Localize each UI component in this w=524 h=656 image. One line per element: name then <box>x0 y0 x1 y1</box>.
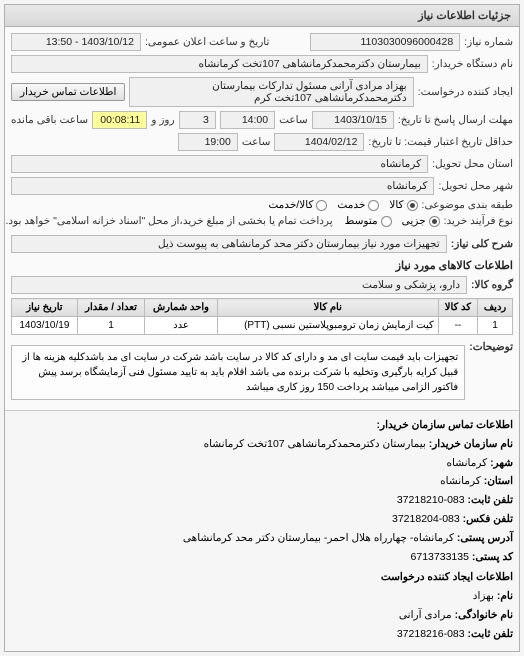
send-deadline-label: مهلت ارسال پاسخ تا تاریخ: <box>398 114 513 126</box>
radio-goods-service[interactable]: کالا/خدمت <box>268 199 327 211</box>
row-goods-group: گروه کالا: دارو، پزشکی و سلامت <box>11 276 513 294</box>
remaining-time: 00:08:11 <box>92 111 147 129</box>
row-description: توضیحات: تجهیزات باید قیمت سایت ای مد و … <box>11 341 513 400</box>
cell-qty: 1 <box>77 317 145 335</box>
contact-org: نام سازمان خریدار: بیمارستان دکترمحمدکرم… <box>11 436 513 453</box>
send-deadline-date: 1403/10/15 <box>312 111 394 129</box>
row-need-title: شرح کلی نیاز: تجهیزات مورد نیاز بیمارستا… <box>11 235 513 253</box>
col-unit: واحد شمارش <box>145 299 217 317</box>
price-validity-time-label: ساعت <box>242 136 271 148</box>
radio-dot-icon <box>381 216 392 227</box>
delivery-city-value: کرمانشاه <box>11 177 434 195</box>
radio-dot-icon <box>316 200 327 211</box>
row-send-deadline: مهلت ارسال پاسخ تا تاریخ: 1403/10/15 ساع… <box>11 111 513 129</box>
requester-title: اطلاعات ایجاد کننده درخواست <box>11 569 513 586</box>
contact-postal: کد پستی: 6713733135 <box>11 549 513 566</box>
process-radio-group: جزیی متوسط <box>345 215 440 227</box>
contact-phone: تلفن ثابت: 083-37218210 <box>11 492 513 509</box>
buyer-device-label: نام دستگاه خریدار: <box>432 58 513 70</box>
panel-title: جزئیات اطلاعات نیاز <box>5 5 519 27</box>
col-code: کد کالا <box>438 299 477 317</box>
radio-dot-icon <box>368 200 379 211</box>
price-validity-time: 19:00 <box>178 133 238 151</box>
buyer-contact-button[interactable]: اطلاعات تماس خریدار <box>11 83 125 101</box>
col-row: ردیف <box>478 299 513 317</box>
col-qty: تعداد / مقدار <box>77 299 145 317</box>
announce-datetime-value: 1403/10/12 - 13:50 <box>11 33 141 51</box>
row-delivery-city: شهر محل تحویل: کرمانشاه <box>11 177 513 195</box>
announce-datetime-label: تاریخ و ساعت اعلان عمومی: <box>145 36 269 48</box>
delivery-city-label: شهر محل تحویل: <box>438 180 513 192</box>
desc-label: توضیحات: <box>469 341 513 353</box>
subject-class-label: طبقه بندی موضوعی: <box>422 199 513 211</box>
cell-name: کیت ازمایش زمان ترومبوپلاستین نسبی (PTT) <box>217 317 438 335</box>
requester-name: نام: بهزاد <box>11 588 513 605</box>
price-validity-date: 1404/02/12 <box>274 133 364 151</box>
contact-fax: تلفن فکس: 083-37218204 <box>11 511 513 528</box>
row-process-type: نوع فرآیند خرید: جزیی متوسط پرداخت تمام … <box>11 215 513 227</box>
process-note: پرداخت تمام یا بخشی از مبلغ خرید،از محل … <box>5 215 332 227</box>
radio-service[interactable]: خدمت <box>337 199 379 211</box>
contact-province: استان: کرمانشاه <box>11 473 513 490</box>
need-number-label: شماره نیاز: <box>464 36 513 48</box>
items-table: ردیف کد کالا نام کالا واحد شمارش تعداد /… <box>11 298 513 335</box>
goods-group-label: گروه کالا: <box>471 279 513 291</box>
items-section-title: اطلاعات کالاهای مورد نیاز <box>11 259 513 272</box>
requester-family: نام خانوادگی: مرادی آرانی <box>11 607 513 624</box>
cell-code: -- <box>438 317 477 335</box>
col-date: تاریخ نیاز <box>12 299 78 317</box>
contact-address: آدرس پستی: کرمانشاه- چهارراه هلال احمر- … <box>11 530 513 547</box>
cell-unit: عدد <box>145 317 217 335</box>
need-title-label: شرح کلی نیاز: <box>451 238 513 250</box>
delivery-province-value: کرمانشاه <box>11 155 428 173</box>
send-deadline-time-label: ساعت <box>279 114 308 126</box>
radio-partial[interactable]: متوسط <box>345 215 392 227</box>
row-subject-class: طبقه بندی موضوعی: کالا خدمت کالا/خدمت <box>11 199 513 211</box>
radio-dot-icon <box>407 200 418 211</box>
requester-phone: تلفن ثابت: 083-37218216 <box>11 626 513 643</box>
request-creator-value: بهزاد مرادی آرانی مسئول تدارکات بیمارستا… <box>129 77 413 107</box>
need-title-value: تجهیزات مورد نیاز بیمارستان دکتر محد کرم… <box>11 235 447 253</box>
goods-group-value: دارو، پزشکی و سلامت <box>11 276 467 294</box>
days-remaining: 3 <box>179 111 216 129</box>
need-number-value: 1103030096000428 <box>310 33 460 51</box>
contact-city: شهر: کرمانشاه <box>11 455 513 472</box>
send-deadline-time: 14:00 <box>220 111 275 129</box>
contact-section: اطلاعات تماس سازمان خریدار: نام سازمان خ… <box>5 410 519 651</box>
col-name: نام کالا <box>217 299 438 317</box>
remaining-label: ساعت باقی مانده <box>11 114 88 126</box>
radio-goods[interactable]: کالا <box>389 199 417 211</box>
contact-title: اطلاعات تماس سازمان خریدار: <box>11 417 513 434</box>
request-creator-label: ایجاد کننده درخواست: <box>418 86 513 98</box>
radio-jz[interactable]: جزیی <box>402 215 440 227</box>
table-header-row: ردیف کد کالا نام کالا واحد شمارش تعداد /… <box>12 299 513 317</box>
radio-dot-icon <box>429 216 440 227</box>
row-price-validity: حداقل تاریخ اعتبار قیمت: تا تاریخ: 1404/… <box>11 133 513 151</box>
row-delivery-province: استان محل تحویل: کرمانشاه <box>11 155 513 173</box>
delivery-province-label: استان محل تحویل: <box>432 158 513 170</box>
row-request-creator: ایجاد کننده درخواست: بهزاد مرادی آرانی م… <box>11 77 513 107</box>
price-validity-label: حداقل تاریخ اعتبار قیمت: تا تاریخ: <box>368 136 513 148</box>
cell-row: 1 <box>478 317 513 335</box>
buyer-device-value: بیمارستان دکترمحمدکرمانشاهی 107تخت کرمان… <box>11 55 428 73</box>
subject-radio-group: کالا خدمت کالا/خدمت <box>268 199 417 211</box>
table-row: 1 -- کیت ازمایش زمان ترومبوپلاستین نسبی … <box>12 317 513 335</box>
row-buyer-device: نام دستگاه خریدار: بیمارستان دکترمحمدکرم… <box>11 55 513 73</box>
desc-text: تجهیزات باید قیمت سایت ای مد و دارای کد … <box>11 345 465 400</box>
row-need-number: شماره نیاز: 1103030096000428 تاریخ و ساع… <box>11 33 513 51</box>
form-body: شماره نیاز: 1103030096000428 تاریخ و ساع… <box>5 27 519 410</box>
process-type-label: نوع فرآیند خرید: <box>444 215 513 227</box>
details-panel: جزئیات اطلاعات نیاز شماره نیاز: 11030300… <box>4 4 520 652</box>
days-label: روز و <box>151 114 174 126</box>
cell-date: 1403/10/19 <box>12 317 78 335</box>
